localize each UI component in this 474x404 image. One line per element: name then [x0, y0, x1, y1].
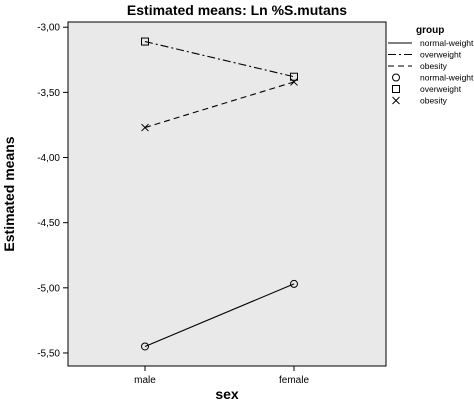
legend-label: normal-weight: [420, 73, 474, 83]
data-point-obesity: [290, 78, 298, 86]
legend-item: normal-weight: [388, 38, 474, 48]
series-line-obesity: [144, 81, 295, 129]
series-layer: [141, 37, 298, 351]
y-axis-label: Estimated means: [1, 136, 17, 251]
chart-title: Estimated means: Ln %S.mutans: [127, 2, 347, 18]
data-point-overweight: [290, 72, 298, 81]
legend-marker-swatch: [392, 96, 400, 105]
legend: group normal-weightoverweightobesitynorm…: [388, 25, 474, 106]
legend-title: group: [416, 25, 444, 36]
x-axis-label: sex: [215, 386, 239, 402]
series-line-normal-weight: [144, 283, 295, 347]
legend-item: obesity: [392, 96, 448, 106]
legend-label: overweight: [420, 50, 462, 60]
y-axis: -3,00 -3,50 -4,00 -4,50 -5,00 -5,50: [37, 23, 68, 359]
data-point-obesity: [141, 123, 149, 132]
legend-label: obesity: [420, 61, 448, 71]
data-point-normal-weight: [141, 342, 149, 351]
legend-item: overweight: [392, 84, 462, 94]
x-tick-label: female: [279, 375, 309, 386]
legend-marker-swatch: [392, 73, 400, 82]
legend-label: obesity: [420, 96, 448, 106]
data-point-normal-weight: [290, 279, 298, 288]
x-axis: male female: [134, 366, 309, 386]
legend-item: normal-weight: [392, 73, 474, 83]
legend-item: overweight: [388, 50, 462, 60]
series-line-overweight: [144, 41, 295, 78]
y-tick-label: -3,50: [37, 88, 60, 99]
legend-item: obesity: [388, 61, 448, 71]
y-tick-label: -5,50: [37, 348, 60, 359]
y-tick-label: -3,00: [37, 23, 60, 34]
y-tick-label: -5,00: [37, 283, 60, 294]
legend-marker-swatch: [392, 85, 400, 93]
legend-label: overweight: [420, 84, 462, 94]
x-tick-label: male: [134, 375, 156, 386]
data-point-overweight: [141, 37, 149, 46]
y-tick-label: -4,00: [37, 153, 60, 164]
legend-label: normal-weight: [420, 38, 474, 48]
plot-area: [67, 21, 387, 367]
y-tick-label: -4,50: [37, 218, 60, 229]
